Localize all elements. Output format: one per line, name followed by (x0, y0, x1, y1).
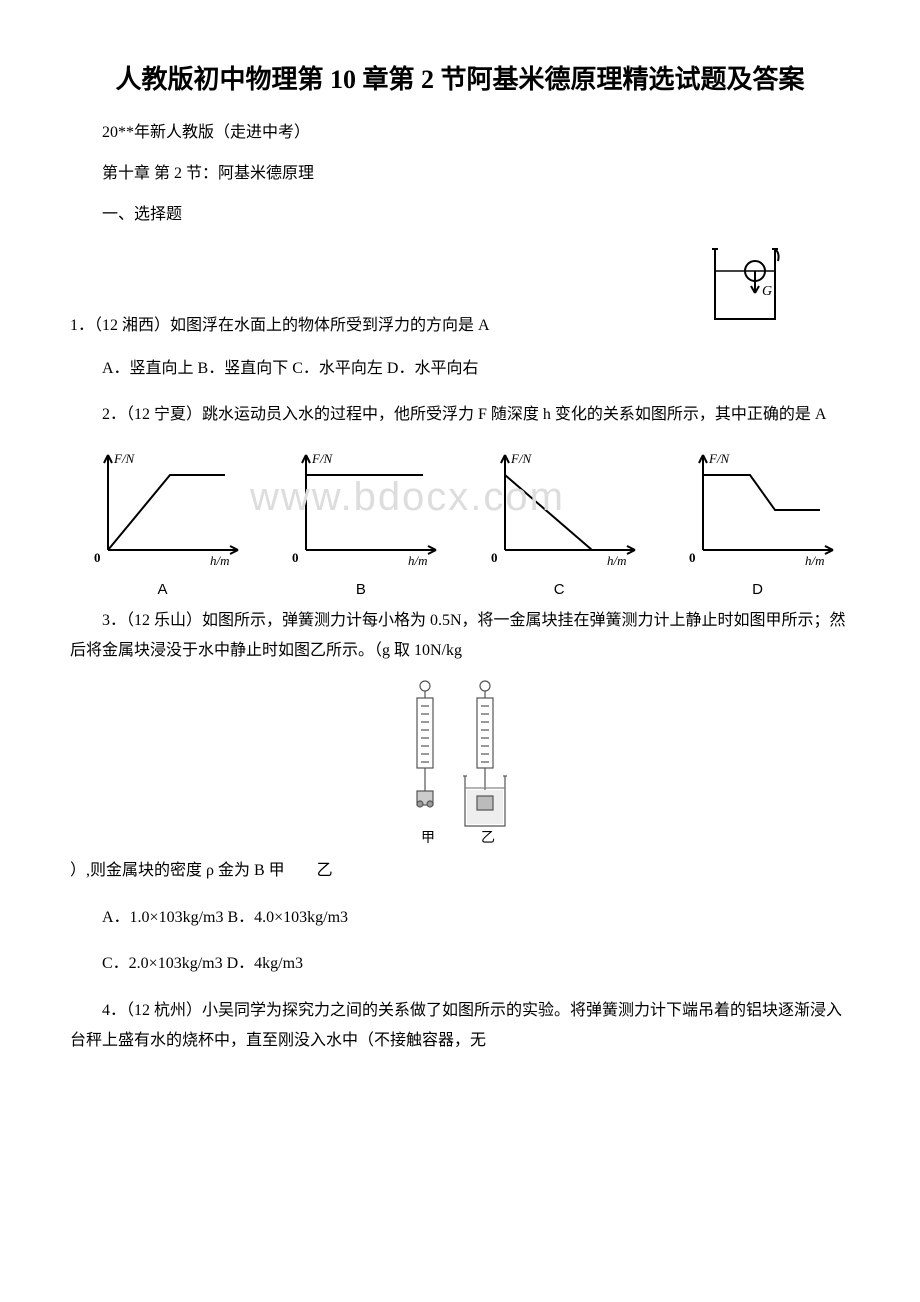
chart-b: F/N h/m 0 B (278, 445, 443, 598)
chart-d: F/N h/m 0 D (675, 445, 840, 598)
q3-options-line2: C．2.0×103kg/m3 D．4kg/m3 (70, 949, 850, 979)
chart-c: F/N h/m 0 C (477, 445, 642, 598)
svg-text:0: 0 (94, 550, 101, 565)
charts-container: www.bdocx.com F/N h/m 0 A (70, 445, 850, 598)
svg-text:h/m: h/m (607, 553, 627, 568)
page-title: 人教版初中物理第 10 章第 2 节阿基米德原理精选试题及答案 (70, 60, 850, 99)
beaker-icon: G (700, 241, 790, 331)
question-3-part1: 3．（12 乐山）如图所示，弹簧测力计每小格为 0.5N，将一金属块挂在弹簧测力… (70, 606, 850, 667)
svg-text:F/N: F/N (113, 451, 136, 466)
svg-text:甲: 甲 (421, 831, 435, 846)
subtitle-year: 20**年新人教版（走进中考） (70, 119, 850, 148)
question-3-part2: ）,则金属块的密度 ρ 金为 B 甲 乙 (70, 856, 850, 886)
question-2: 2．（12 宁夏）跳水运动员入水的过程中，他所受浮力 F 随深度 h 变化的关系… (70, 400, 850, 430)
question-1: G 1．（12 湘西）如图浮在水面上的物体所受到浮力的方向是 A (70, 311, 850, 341)
svg-text:0: 0 (491, 550, 498, 565)
svg-text:F/N: F/N (510, 451, 533, 466)
svg-text:h/m: h/m (805, 553, 825, 568)
svg-text:乙: 乙 (481, 830, 495, 846)
question-4: 4．（12 杭州）小吴同学为探究力之间的关系做了如图所示的实验。将弹簧测力计下端… (70, 996, 850, 1057)
chart-b-label: B (356, 581, 366, 598)
svg-text:0: 0 (292, 550, 299, 565)
svg-text:F/N: F/N (708, 451, 731, 466)
chart-c-label: C (554, 581, 565, 598)
chart-b-svg: F/N h/m 0 (278, 445, 443, 575)
svg-text:h/m: h/m (408, 553, 428, 568)
chart-d-svg: F/N h/m 0 (675, 445, 840, 575)
svg-text:F/N: F/N (311, 451, 334, 466)
chart-c-svg: F/N h/m 0 (477, 445, 642, 575)
section-heading: 一、选择题 (70, 201, 850, 230)
q3-options-line1: A．1.0×103kg/m3 B．4.0×103kg/m3 (70, 903, 850, 933)
q1-options: A．竖直向上 B．竖直向下 C．水平向左 D．水平向右 (70, 354, 850, 384)
chapter-label: 第十章 第 2 节：阿基米德原理 (70, 160, 850, 189)
chart-a-label: A (157, 581, 167, 598)
gravity-label: G (762, 284, 772, 299)
svg-text:0: 0 (689, 550, 696, 565)
chart-a: F/N h/m 0 A (80, 445, 245, 598)
svg-text:h/m: h/m (210, 553, 230, 568)
chart-d-label: D (752, 581, 763, 598)
q1-text: 1．（12 湘西）如图浮在水面上的物体所受到浮力的方向是 A (70, 317, 490, 334)
chart-a-svg: F/N h/m 0 (80, 445, 245, 575)
q3-figure: 甲 乙 (70, 676, 850, 846)
